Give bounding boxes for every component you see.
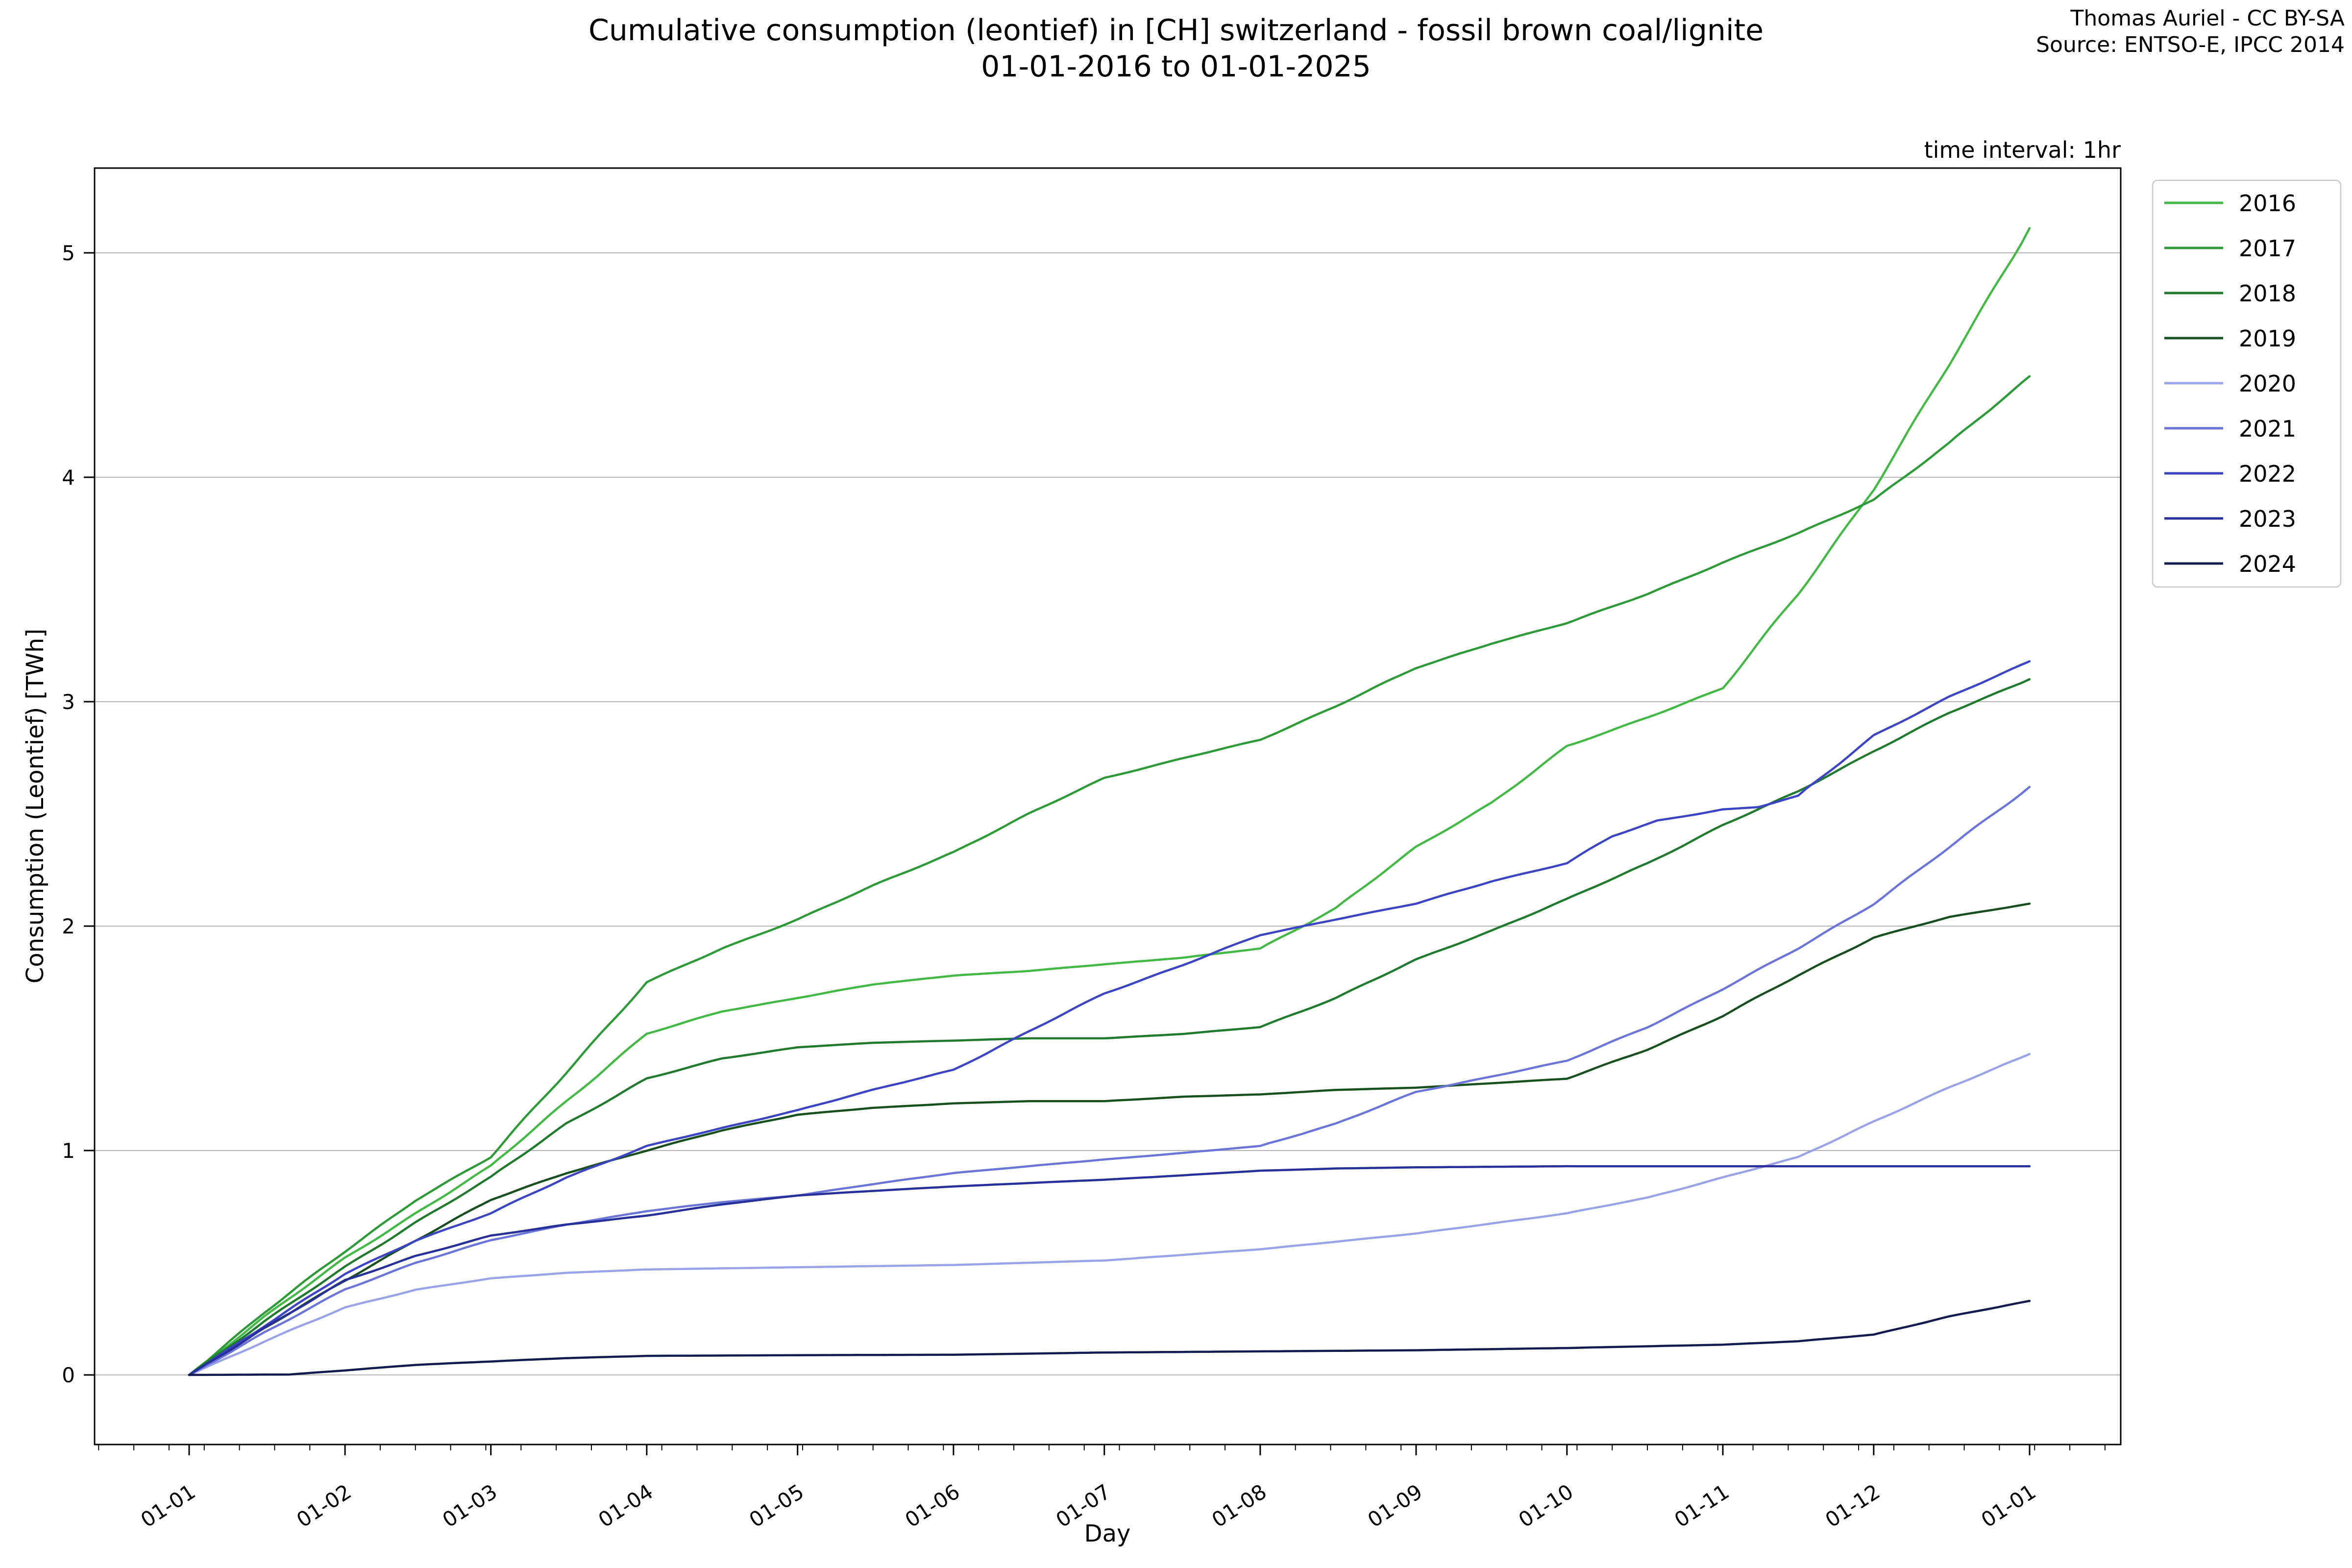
legend-label-2024: 2024 — [2239, 551, 2296, 577]
y-tick-label: 4 — [62, 466, 75, 490]
y-tick-label: 1 — [62, 1139, 75, 1163]
legend-label-2018: 2018 — [2239, 280, 2296, 307]
legend-label-2023: 2023 — [2239, 506, 2296, 532]
line-2017 — [188, 375, 2031, 1376]
x-axis-label: Day — [1084, 1520, 1131, 1547]
attribution-author: Thomas Auriel - CC BY-SA — [2070, 6, 2345, 31]
plot-area: 0 1 2 3 4 5 01-01 01-02 01-03 01-04 01-05 01-06 01-0… — [62, 167, 2342, 1532]
x-tick-label: 01-05 — [745, 1479, 808, 1532]
line-2019 — [188, 902, 2031, 1376]
legend-label-2021: 2021 — [2239, 416, 2296, 442]
x-tick-label: 01-12 — [1821, 1479, 1884, 1532]
legend-label-2017: 2017 — [2239, 235, 2296, 262]
line-2018 — [188, 678, 2031, 1376]
line-2020 — [188, 1053, 2031, 1376]
attribution-source: Source: ENTSO-E, IPCC 2014 — [2036, 32, 2345, 57]
chart-title-line1: Cumulative consumption (leontief) in [CH… — [588, 13, 1764, 48]
x-tick-label: 01-10 — [1514, 1479, 1577, 1532]
line-2016 — [188, 227, 2031, 1376]
x-tick-label: 01-01 — [136, 1479, 199, 1532]
x-tick-label: 01-02 — [293, 1479, 356, 1532]
x-tick-label: 01-04 — [594, 1479, 657, 1532]
line-2023 — [188, 1165, 2031, 1376]
legend-label-2020: 2020 — [2239, 370, 2296, 397]
x-tick-label: 01-01 — [1977, 1479, 2040, 1532]
x-tick-label: 01-08 — [1207, 1479, 1271, 1532]
x-tick-label: 01-09 — [1363, 1479, 1426, 1532]
y-tick-label: 2 — [62, 914, 75, 938]
chart-title-line2: 01-01-2016 to 01-01-2025 — [981, 49, 1371, 84]
y-tick-label: 5 — [62, 241, 75, 265]
time-interval-note: time interval: 1hr — [1924, 137, 2121, 163]
y-axis-label: Consumption (Leontief) [TWh] — [22, 629, 49, 983]
line-2024 — [188, 1299, 2031, 1376]
x-tick-label: 01-06 — [901, 1479, 964, 1532]
legend-label-2016: 2016 — [2239, 190, 2296, 217]
legend-box — [2152, 179, 2342, 588]
x-tick-label: 01-03 — [438, 1479, 501, 1532]
x-tick-label: 01-11 — [1670, 1479, 1733, 1532]
legend-label-2019: 2019 — [2239, 325, 2296, 352]
plot-border — [94, 167, 2122, 1446]
y-tick-label: 3 — [62, 690, 75, 714]
line-2022 — [188, 660, 2031, 1376]
line-2021 — [188, 785, 2031, 1376]
legend-label-2022: 2022 — [2239, 461, 2296, 487]
y-tick-label: 0 — [62, 1363, 75, 1387]
